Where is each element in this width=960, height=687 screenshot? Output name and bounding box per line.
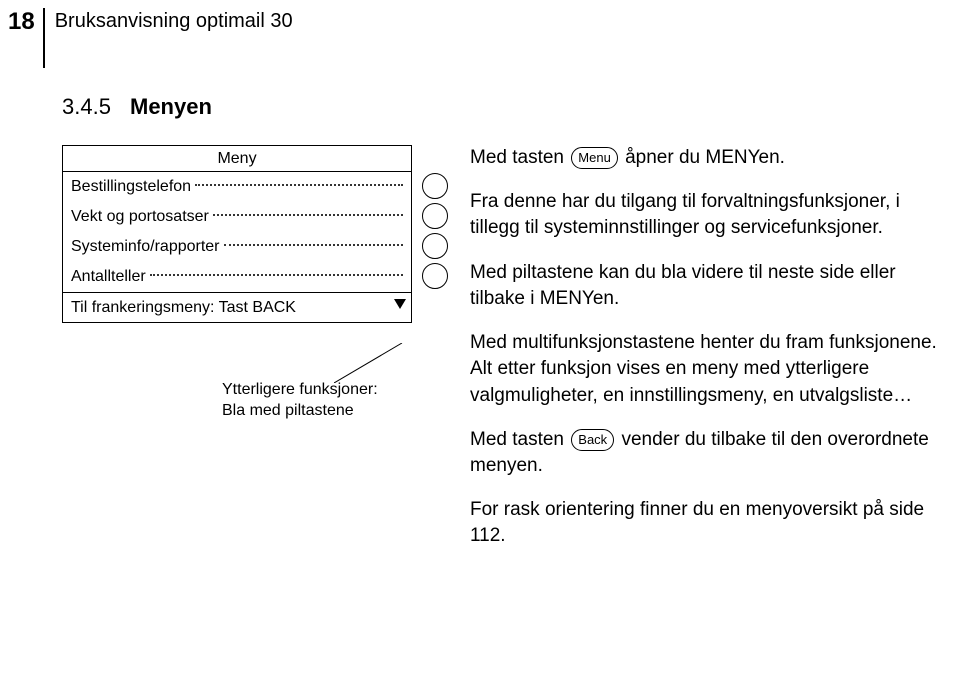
round-button-icon <box>422 203 448 229</box>
paragraph: Med piltastene kan du bla videre til nes… <box>470 260 940 312</box>
round-button-icon <box>422 173 448 199</box>
page-number: 18 <box>8 8 35 36</box>
dotted-leader <box>195 184 403 186</box>
caption: Ytterligere funksjoner: Bla med piltaste… <box>222 380 378 422</box>
round-button-icon <box>422 233 448 259</box>
menu-footer-label: Til frankeringsmeny: Tast BACK <box>71 299 296 317</box>
text: åpner du MENYen. <box>620 147 785 168</box>
menu-box-title: Meny <box>63 146 411 172</box>
menu-item-label: Systeminfo/rapporter <box>71 238 220 256</box>
dotted-leader <box>150 274 403 276</box>
text: Med tasten <box>470 429 569 450</box>
header: 18 Bruksanvisning optimail 30 <box>0 8 293 68</box>
paragraph: Med tasten Menu åpner du MENYen. <box>470 145 940 171</box>
caption-line: Ytterligere funksjoner: <box>222 380 378 401</box>
menu-item: Vekt og portosatser <box>63 202 411 232</box>
section-title: Menyen <box>130 94 212 120</box>
menu-item-label: Antallteller <box>71 268 146 286</box>
doc-title: Bruksanvisning optimail 30 <box>55 10 293 33</box>
pointer-line <box>334 343 404 383</box>
paragraph: For rask orientering finner du en menyov… <box>470 497 940 549</box>
dotted-leader <box>213 214 403 216</box>
right-column: Med tasten Menu åpner du MENYen. Fra den… <box>470 145 940 568</box>
menu-item: Antallteller <box>63 262 411 292</box>
section-number: 3.4.5 <box>62 94 111 120</box>
menu-item: Systeminfo/rapporter <box>63 232 411 262</box>
menu-footer: Til frankeringsmeny: Tast BACK <box>63 292 411 322</box>
caption-line: Bla med piltastene <box>222 401 378 422</box>
menu-item-label: Bestillingstelefon <box>71 178 191 196</box>
page: 18 Bruksanvisning optimail 30 3.4.5 Meny… <box>0 0 960 687</box>
menu-item: Bestillingstelefon <box>63 172 411 202</box>
dotted-leader <box>224 244 403 246</box>
button-column <box>422 173 448 293</box>
round-button-icon <box>422 263 448 289</box>
back-button-icon: Back <box>571 429 614 451</box>
left-column: Meny Bestillingstelefon Vekt og portosat… <box>62 145 422 323</box>
paragraph: Fra denne har du tilgang til forvaltning… <box>470 189 940 241</box>
header-divider <box>43 8 45 68</box>
paragraph: Med multifunksjonstastene henter du fram… <box>470 330 940 409</box>
paragraph: Med tasten Back vender du tilbake til de… <box>470 427 940 479</box>
menu-button-icon: Menu <box>571 147 618 169</box>
menu-item-label: Vekt og portosatser <box>71 208 209 226</box>
menu-box: Meny Bestillingstelefon Vekt og portosat… <box>62 145 412 323</box>
text: Med tasten <box>470 147 569 168</box>
triangle-down-icon <box>394 299 406 309</box>
